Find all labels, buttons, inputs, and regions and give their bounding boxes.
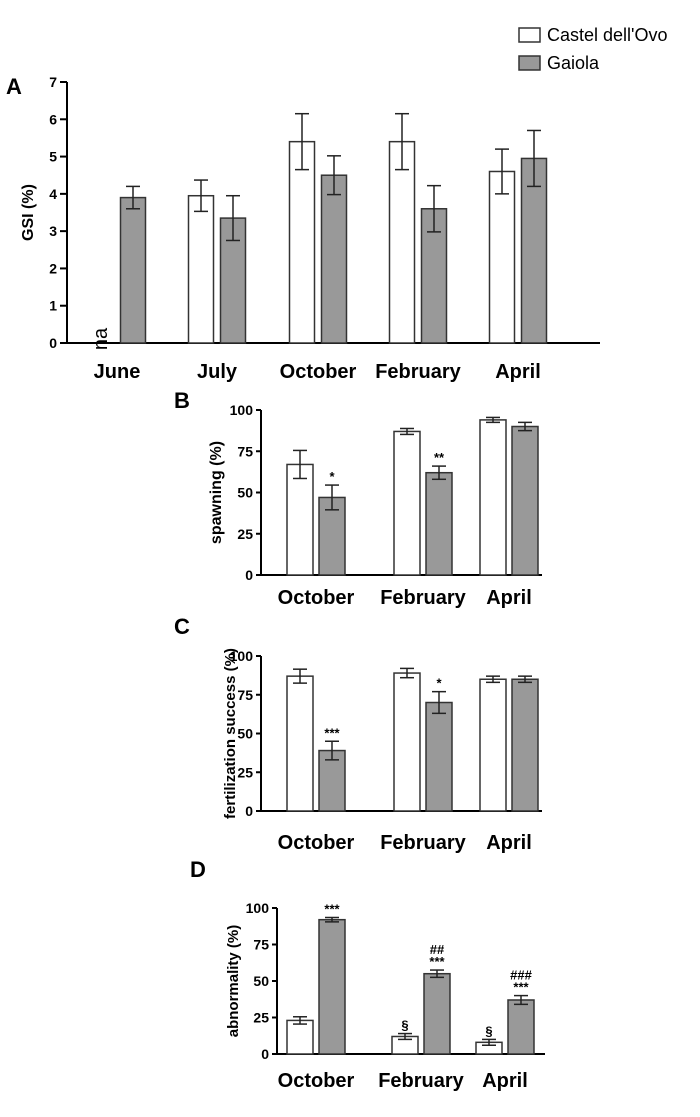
panel-d-bar bbox=[286, 1019, 314, 1055]
panel-b-ytick-label: 25 bbox=[237, 526, 253, 542]
panel-d-significance-label: *** bbox=[513, 980, 529, 995]
panel-a-ytick-label: 5 bbox=[49, 149, 57, 165]
panel-b-bar bbox=[479, 419, 507, 576]
legend-swatch-gaiola bbox=[518, 55, 541, 71]
panel-c-bar bbox=[479, 678, 507, 812]
panel-d-significance-label: *** bbox=[429, 954, 445, 969]
panel-c-category-label: April bbox=[486, 832, 532, 854]
panel-c-bar bbox=[318, 749, 346, 812]
panel-d-ytick-label: 0 bbox=[261, 1046, 269, 1062]
panel-a-ytick-label: 6 bbox=[49, 111, 57, 127]
panel-d-ytick-label: 50 bbox=[253, 973, 269, 989]
panel-d-bar bbox=[318, 918, 346, 1055]
panel-d-ytick-label: 25 bbox=[253, 1010, 269, 1026]
panel-c-bar bbox=[393, 672, 421, 812]
panel-d-ylabel: abnormality (%) bbox=[225, 925, 242, 1038]
panel-a-ytick-label: 2 bbox=[49, 260, 57, 276]
legend-label-castel: Castel dell'Ovo bbox=[547, 25, 668, 45]
panel-a-bar bbox=[320, 174, 348, 344]
panel-b-ytick-label: 100 bbox=[230, 402, 254, 418]
panel-c-category-label: February bbox=[380, 832, 466, 854]
panel-d-significance-label: § bbox=[485, 1023, 492, 1038]
panel-b-significance-label: ** bbox=[434, 450, 445, 465]
panel-a-bar bbox=[488, 170, 516, 344]
panel-d-category-label: February bbox=[378, 1070, 464, 1092]
legend-item-castel: Castel dell'Ovo bbox=[518, 25, 668, 45]
panel-b: 0 25 50 75 100 spawning (%) October February Apr… bbox=[208, 402, 542, 609]
panel-b-bar bbox=[425, 471, 453, 576]
panel-a-ytick-label: 1 bbox=[49, 298, 57, 314]
panel-a-ytick-label: 7 bbox=[49, 74, 57, 90]
panel-a-ytick-label: 0 bbox=[49, 335, 57, 351]
panel-d-bar bbox=[507, 999, 535, 1055]
panel-d-category-label: April bbox=[482, 1070, 528, 1092]
panel-b-category-label: April bbox=[486, 587, 532, 609]
panel-c-ytick-label: 100 bbox=[230, 648, 254, 664]
panel-a: 0 1 2 3 4 5 6 7 GSI (%) June July October February Ap… bbox=[20, 74, 600, 383]
panel-c-significance-label: * bbox=[436, 676, 442, 691]
panel-letter-b: B bbox=[174, 388, 190, 413]
legend: Castel dell'Ovo Gaiola bbox=[518, 25, 668, 73]
panel-a-ylabel: GSI (%) bbox=[20, 184, 37, 241]
panel-c-category-label: October bbox=[278, 832, 355, 854]
panel-a-category-label: April bbox=[495, 361, 541, 383]
panel-b-bar bbox=[511, 425, 539, 576]
panel-b-category-label: February bbox=[380, 587, 466, 609]
panel-c-ytick-label: 25 bbox=[237, 764, 253, 780]
panel-a-bar bbox=[187, 194, 215, 344]
panel-c-bar bbox=[286, 675, 314, 812]
panel-c-ylabel: fertilization success (%) bbox=[222, 648, 239, 819]
panel-d-ytick-label: 75 bbox=[253, 937, 269, 953]
legend-item-gaiola: Gaiola bbox=[518, 53, 600, 73]
panel-letter-d: D bbox=[190, 857, 206, 882]
legend-label-gaiola: Gaiola bbox=[547, 53, 600, 73]
panel-c-bar bbox=[511, 678, 539, 812]
panel-letter-a: A bbox=[6, 74, 22, 99]
panel-d-significance-label: *** bbox=[324, 901, 340, 916]
panel-d-significance-label: § bbox=[401, 1018, 408, 1033]
panel-a-category-label: October bbox=[280, 361, 357, 383]
panel-b-significance-label: * bbox=[329, 469, 335, 484]
legend-swatch-castel bbox=[518, 27, 541, 43]
panel-c-bar bbox=[425, 701, 453, 812]
panel-b-ytick-label: 50 bbox=[237, 485, 253, 501]
panel-a-ytick-label: 3 bbox=[49, 223, 57, 239]
panel-b-bar bbox=[393, 430, 421, 576]
panel-b-ytick-label: 75 bbox=[237, 443, 253, 459]
panel-d-ytick-label: 100 bbox=[246, 900, 270, 916]
panel-d-bar bbox=[423, 972, 451, 1055]
panel-b-category-label: October bbox=[278, 587, 355, 609]
panel-a-bar bbox=[119, 196, 147, 344]
panel-a-bar bbox=[388, 140, 416, 344]
panel-b-ytick-label: 0 bbox=[245, 567, 253, 583]
panel-c-ytick-label: 0 bbox=[245, 803, 253, 819]
panel-a-ytick-label: 4 bbox=[49, 186, 57, 202]
panel-d-significance-label: ### bbox=[510, 968, 532, 983]
panel-letter-c: C bbox=[174, 614, 190, 639]
panel-c-significance-label: *** bbox=[324, 725, 340, 740]
panel-a-category-label: July bbox=[197, 361, 238, 383]
panel-d-category-label: October bbox=[278, 1070, 355, 1092]
panel-a-bar bbox=[520, 157, 548, 344]
panel-b-bar bbox=[286, 463, 314, 576]
panel-a-bar bbox=[288, 140, 316, 344]
panel-d-significance-label: ## bbox=[430, 942, 445, 957]
panel-a-category-label: June bbox=[94, 361, 141, 383]
panel-c-ytick-label: 50 bbox=[237, 726, 253, 742]
panel-b-ylabel: spawning (%) bbox=[208, 441, 225, 544]
panel-c-ytick-label: 75 bbox=[237, 687, 253, 703]
panel-a-category-label: February bbox=[375, 361, 461, 383]
panel-a-na-label: na bbox=[90, 327, 112, 350]
